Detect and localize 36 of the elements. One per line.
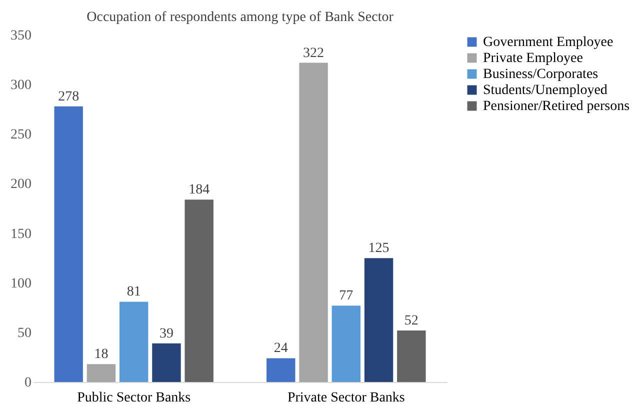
x-tick-label: Private Sector Banks xyxy=(287,390,405,406)
bar xyxy=(266,358,296,382)
bar xyxy=(86,364,116,382)
y-tick-label: 300 xyxy=(10,78,32,94)
data-label: 52 xyxy=(404,313,418,328)
chart-title: Occupation of respondents among type of Bank Sector xyxy=(86,10,394,25)
legend-label: Private Employee xyxy=(483,51,583,66)
legend-label: Pensioner/Retired persons xyxy=(483,99,630,114)
data-label: 24 xyxy=(274,341,288,356)
bar xyxy=(54,106,83,382)
y-tick-label: 350 xyxy=(10,28,32,44)
data-label: 278 xyxy=(58,89,80,104)
bar xyxy=(184,200,214,382)
y-tick-label: 50 xyxy=(18,326,32,341)
data-label: 81 xyxy=(126,284,141,300)
data-label: 125 xyxy=(368,241,390,256)
y-tick-label: 0 xyxy=(24,376,32,390)
bar xyxy=(119,302,148,382)
y-tick-label: 200 xyxy=(10,177,32,192)
data-label: 39 xyxy=(159,326,174,342)
y-tick-label: 100 xyxy=(10,276,32,292)
data-label: 77 xyxy=(339,288,354,304)
legend-label: Students/Unemployed xyxy=(483,83,608,98)
bar xyxy=(397,330,426,382)
y-tick-label: 250 xyxy=(10,128,32,143)
bar xyxy=(299,62,328,382)
data-label: 322 xyxy=(303,46,324,61)
legend-label: Government Employee xyxy=(483,35,614,50)
legend-label: Business/Corporates xyxy=(483,67,598,82)
bar xyxy=(152,343,181,382)
x-tick-label: Public Sector Banks xyxy=(77,390,191,406)
data-label: 184 xyxy=(188,182,210,198)
bar xyxy=(364,258,394,382)
y-tick-label: 150 xyxy=(10,226,32,242)
data-label: 18 xyxy=(94,347,108,362)
bar xyxy=(332,306,361,382)
